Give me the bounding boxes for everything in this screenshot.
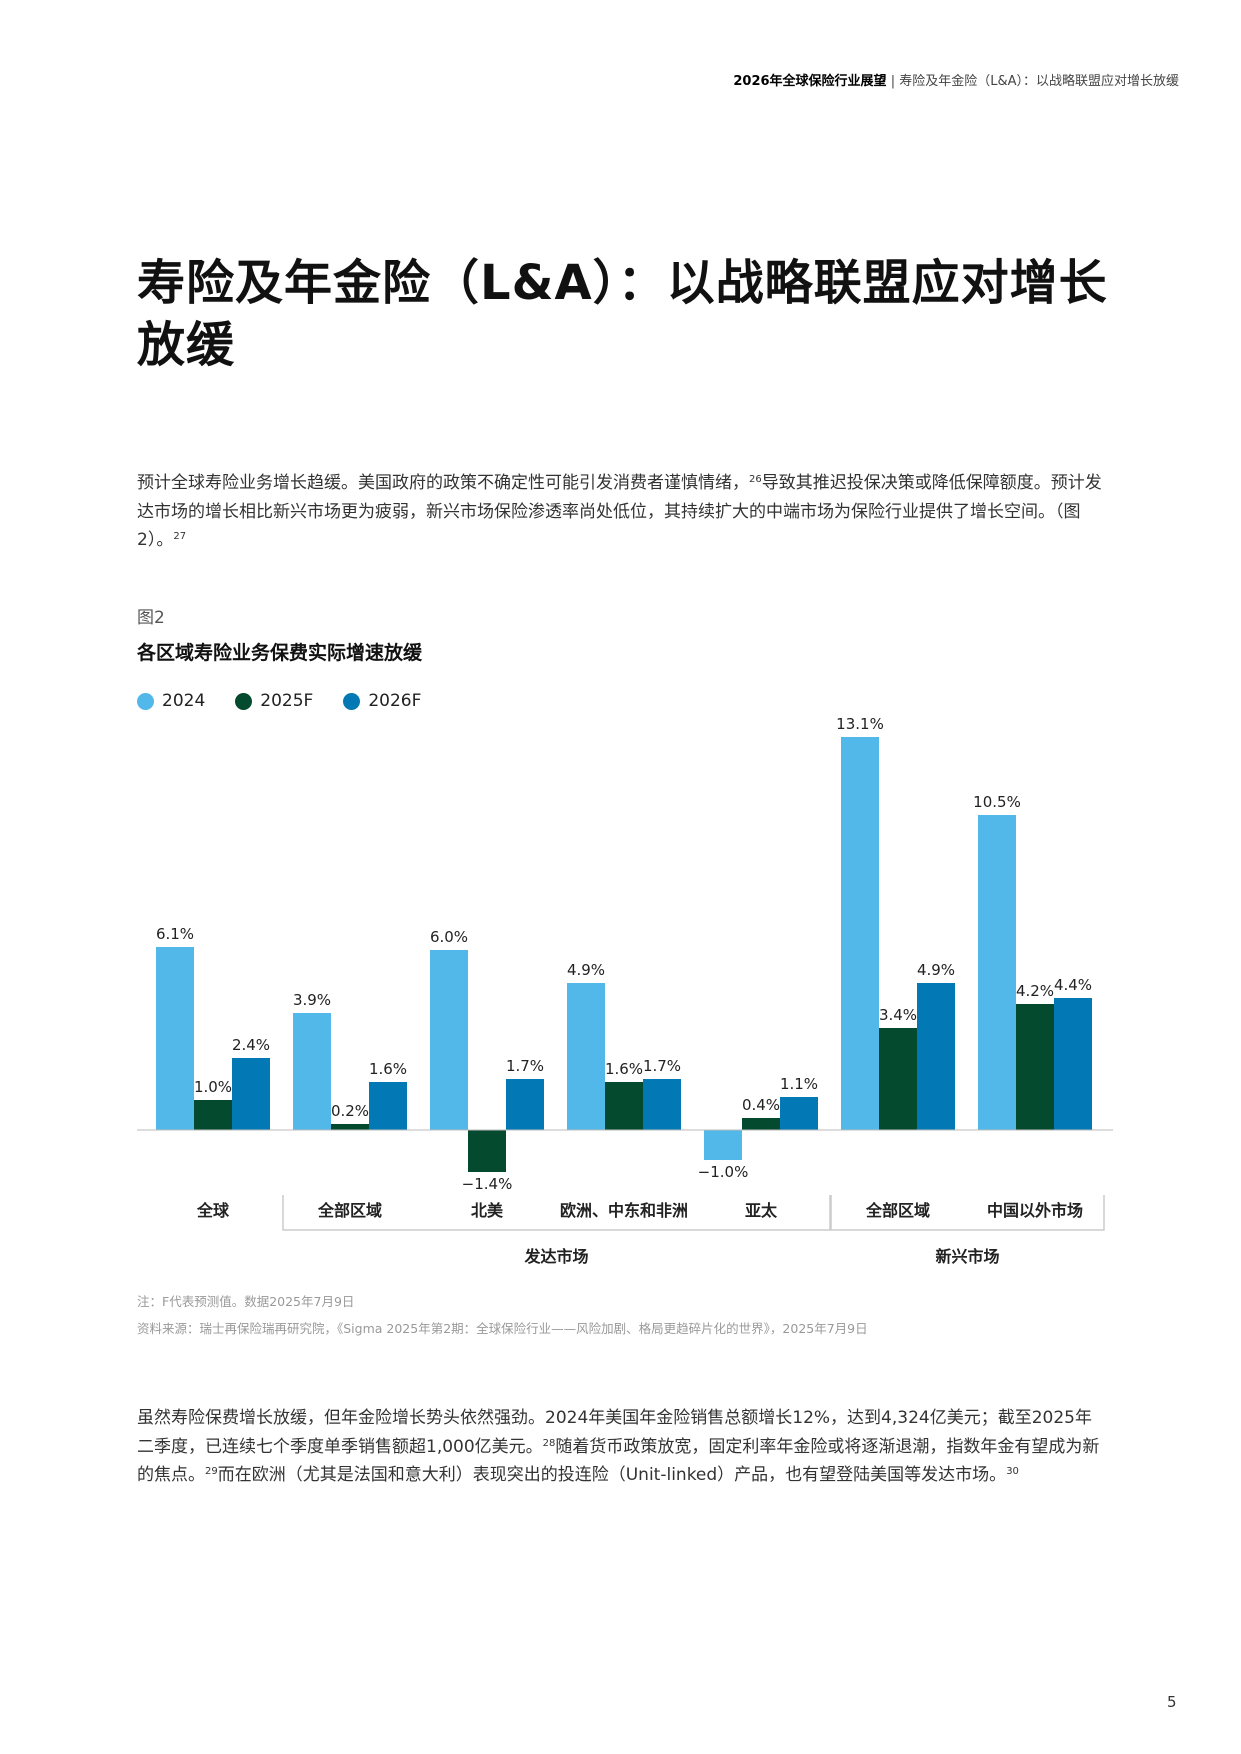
page-number: 5 (1167, 1693, 1177, 1711)
data-label: 6.1% (156, 925, 194, 943)
data-label: 3.9% (293, 991, 331, 1009)
chart-note: 注：F代表预测值。数据2025年7月9日 (137, 1294, 355, 1309)
category-label: 全部区域 (865, 1201, 930, 1220)
legend-swatch-icon (343, 692, 361, 710)
page-title: 寿险及年金险（L&A）：以战略联盟应对增长放缓 (137, 255, 1108, 373)
data-label: 1.6% (605, 1060, 643, 1078)
data-label: 1.7% (506, 1057, 544, 1075)
legend-item: 2025F (235, 691, 313, 711)
running-header: 2026年全球保险行业展望 | 寿险及年金险（L&A）：以战略联盟应对增长放缓 (733, 70, 1179, 89)
footnote-ref[interactable]: 30 (1006, 1466, 1019, 1477)
bar (917, 983, 955, 1130)
text: 虽然寿险保费增长放缓，但年金险增长势头依然强劲。2024年美国年金险销售总额增长… (137, 1408, 1092, 1457)
footnote-ref[interactable]: 29 (205, 1466, 218, 1477)
group-bracket (282, 1195, 831, 1231)
bar (978, 815, 1016, 1130)
data-label: 3.4% (879, 1006, 917, 1024)
intro-paragraph: 预计全球寿险业务增长趋缓。美国政府的政策不确定性可能引发消费者谨慎情绪，26导致… (137, 469, 1107, 555)
data-label: 0.4% (742, 1096, 780, 1114)
report-name: 2026年全球保险行业展望 (733, 74, 887, 89)
category-label: 亚太 (745, 1201, 778, 1220)
bar (780, 1097, 818, 1130)
group-label: 新兴市场 (935, 1247, 999, 1266)
bar (194, 1100, 232, 1130)
header-separator: | (886, 74, 900, 89)
legend-label: 2026F (368, 691, 422, 711)
data-label: 4.9% (917, 961, 955, 979)
bar (567, 983, 605, 1130)
data-label: 1.1% (780, 1075, 818, 1093)
legend-item: 2024 (137, 691, 205, 711)
footnote-ref[interactable]: 27 (173, 531, 187, 542)
category-label: 北美 (471, 1201, 504, 1220)
footnote-ref[interactable]: 26 (749, 474, 762, 485)
bar (430, 950, 468, 1130)
category-label: 全部区域 (317, 1201, 382, 1220)
data-label: 0.2% (331, 1102, 369, 1120)
bar (704, 1130, 742, 1160)
chart-legend: 2024 2025F 2026F (137, 691, 421, 711)
bar (468, 1130, 506, 1172)
text: 预计全球寿险业务增长趋缓。美国政府的政策不确定性可能引发消费者谨慎情绪， (137, 473, 749, 493)
text: 导致其推迟投保决策或降低保障额度。预计发达市场的增长相比新兴市场更为疲弱，新兴市… (137, 473, 1102, 550)
group-label: 发达市场 (523, 1247, 588, 1266)
bar (232, 1058, 270, 1130)
legend-label: 2024 (162, 691, 206, 711)
bar (742, 1118, 780, 1130)
bar (369, 1082, 407, 1130)
data-label: −1.0% (698, 1163, 749, 1181)
bar (293, 1013, 331, 1130)
group-bracket (830, 1195, 1105, 1231)
data-label: 1.6% (369, 1060, 407, 1078)
category-label: 欧洲、中东和非洲 (560, 1201, 688, 1220)
text: 而在欧洲（尤其是法国和意大利）表现突出的投连险（Unit-linked）产品，也… (217, 1465, 1007, 1485)
chart-source: 资料来源：瑞士再保险瑞再研究院，《Sigma 2025年第2期：全球保险行业——… (137, 1321, 868, 1336)
bar (879, 1028, 917, 1130)
bar (331, 1124, 369, 1130)
bar (841, 737, 879, 1130)
bar (605, 1082, 643, 1130)
figure-label: 图2 (137, 608, 165, 628)
data-label: 4.4% (1054, 976, 1092, 994)
data-label: 1.7% (643, 1057, 681, 1075)
data-label: 2.4% (232, 1036, 270, 1054)
footnote-ref[interactable]: 28 (542, 1437, 556, 1449)
legend-swatch-icon (137, 692, 154, 710)
bar (1016, 1004, 1054, 1130)
bar-chart: 6.1% 3.9% 6.0% 4.9% −1.0% 13.1% 10.5% 1.0% 0.2% −… (137, 715, 1113, 1266)
legend-swatch-icon (235, 692, 253, 710)
section-name: 寿险及年金险（L&A）：以战略联盟应对增长放缓 (899, 74, 1179, 89)
body-paragraph: 虽然寿险保费增长放缓，但年金险增长势头依然强劲。2024年美国年金险销售总额增长… (137, 1404, 1107, 1490)
category-label: 全球 (196, 1201, 230, 1220)
text: 随着货币政策放宽，固定利率年金险或将逐渐退潮，指数年金有望成为新的焦点。 (137, 1436, 1100, 1486)
bar (643, 1079, 681, 1130)
data-label: 10.5% (973, 793, 1021, 811)
chart-title: 各区域寿险业务保费实际增速放缓 (137, 642, 423, 664)
data-label: 4.2% (1016, 982, 1054, 1000)
data-label: −1.4% (462, 1175, 513, 1193)
data-label: 1.0% (194, 1078, 232, 1096)
data-label: 6.0% (430, 928, 468, 946)
data-label: 13.1% (836, 715, 884, 733)
bar (156, 947, 194, 1130)
bar (1054, 998, 1092, 1130)
category-label: 中国以外市场 (987, 1201, 1083, 1220)
legend-item: 2026F (343, 691, 421, 711)
bar (506, 1079, 544, 1130)
data-label: 4.9% (567, 961, 605, 979)
legend-label: 2025F (260, 691, 314, 711)
